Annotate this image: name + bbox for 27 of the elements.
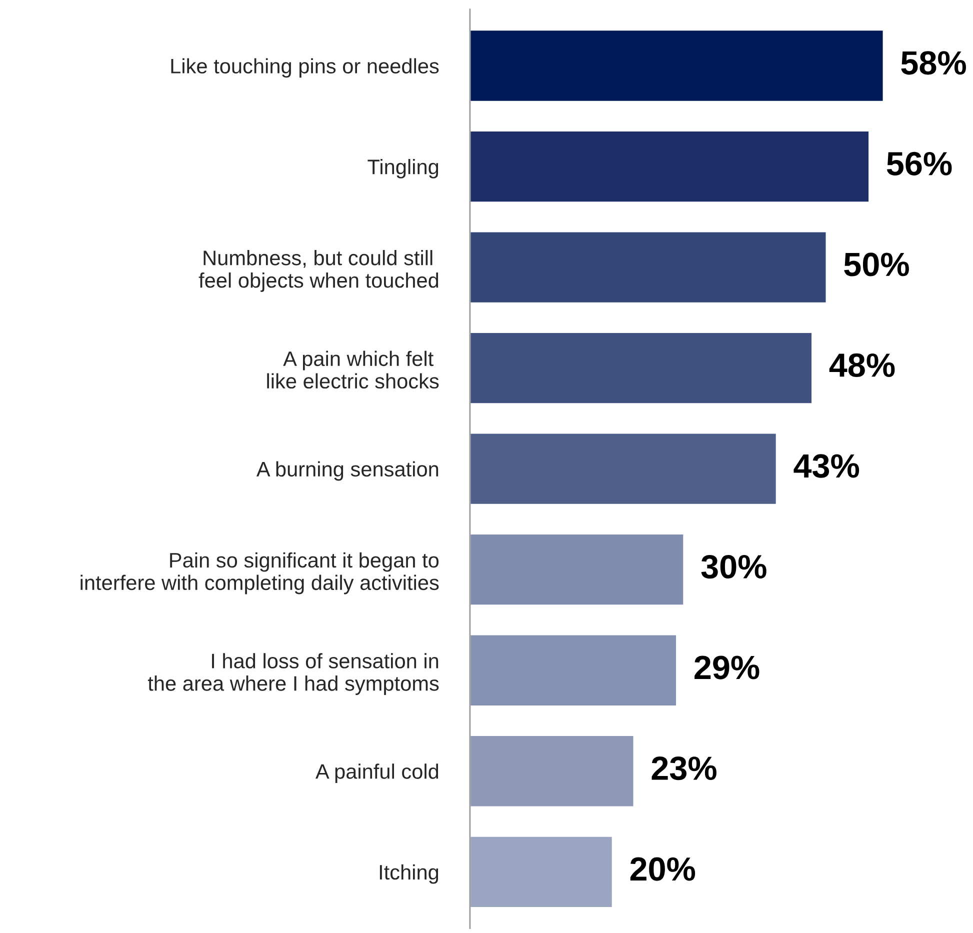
data-label: 50% [844, 252, 909, 276]
data-label: 20% [630, 857, 696, 881]
bar [470, 634, 678, 707]
data-label: 48% [829, 353, 895, 378]
bar [470, 533, 685, 606]
y-tick-label: Numbness, but could still feel objects when touched [198, 250, 438, 292]
y-tick-label: I had loss of sensation in the area where I had symptoms [148, 653, 439, 695]
data-label: 23% [652, 756, 716, 780]
bar [470, 432, 778, 506]
data-label: 56% [886, 152, 952, 176]
data-label: 30% [701, 554, 766, 579]
bar [470, 332, 813, 405]
y-tick-label: Itching [380, 864, 438, 884]
data-label: 29% [694, 656, 760, 680]
y-tick-label: Tingling [368, 158, 438, 178]
y-tick-label: A pain which felt like electric shocks [267, 350, 439, 389]
y-tick-label: Pain so significant it began to interfere with completing daily activities [80, 552, 439, 594]
data-label: 58% [901, 51, 966, 75]
bar [470, 130, 870, 203]
bar [470, 734, 635, 808]
y-tick-label: A painful cold [316, 764, 438, 784]
y-tick-label: A burning sensation [256, 461, 438, 481]
y-tick-label: Like touching pins or needles [171, 58, 439, 78]
bar [470, 230, 828, 304]
data-label: 43% [794, 454, 860, 478]
bar [470, 835, 614, 908]
bar [470, 29, 884, 102]
